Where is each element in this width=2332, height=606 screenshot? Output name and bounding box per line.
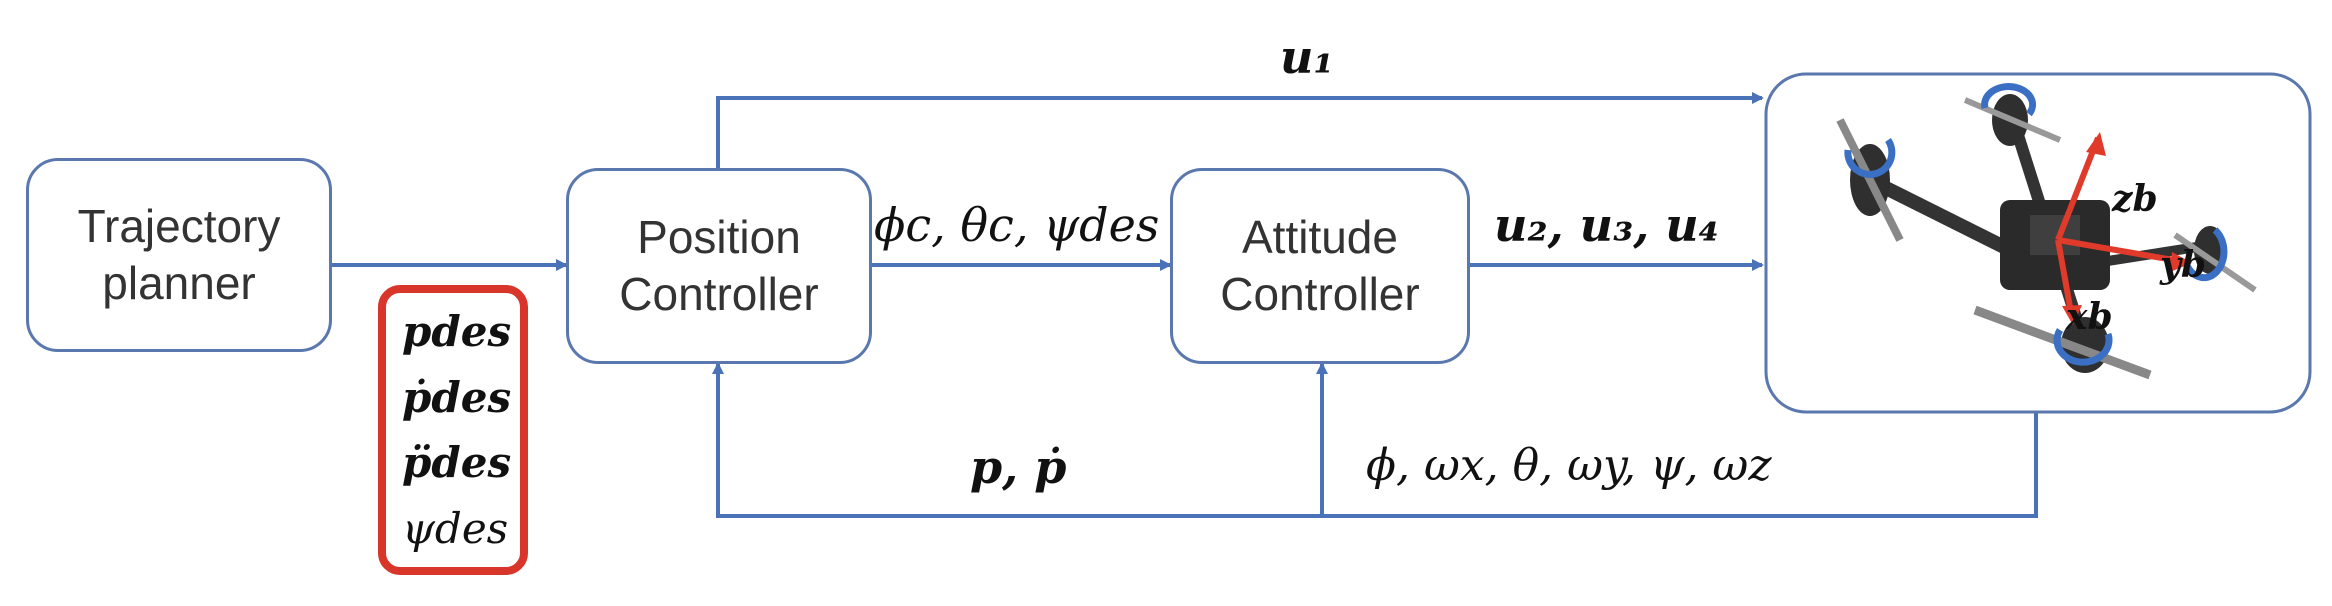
- desired-input-pddot: p̈des: [402, 438, 520, 487]
- axis-label-z: zb: [2112, 178, 2158, 220]
- signal-u2-u3-u4: u₂, u₃, u₄: [1494, 198, 1719, 252]
- position-controller-box: Position Controller: [566, 168, 872, 364]
- desired-trajectory-inputs: pdes ṗdes p̈des ψdes: [378, 285, 528, 575]
- axis-label-x: xb: [2066, 296, 2113, 338]
- attitude-controller-box: Attitude Controller: [1170, 168, 1470, 364]
- attitude-controller-label: Attitude Controller: [1220, 209, 1419, 324]
- desired-input-p: pdes: [402, 307, 520, 356]
- axis-label-y: yb: [2160, 244, 2206, 286]
- trajectory-planner-box: Trajectory planner: [26, 158, 332, 352]
- trajectory-planner-label: Trajectory planner: [78, 198, 281, 313]
- desired-input-pdot: ṗdes: [402, 373, 520, 422]
- position-controller-label: Position Controller: [619, 209, 818, 324]
- signal-u1: u₁: [1280, 30, 1334, 84]
- edge-u1: [718, 98, 1762, 168]
- signal-angle-commands: ϕc, θc, ψdes: [874, 198, 1159, 252]
- signal-attitude-feedback: ϕ, ωx, θ, ωy, ψ, ωz: [1366, 440, 1772, 491]
- desired-input-psi: ψdes: [402, 504, 520, 553]
- signal-position-feedback: p, ṗ: [970, 440, 1066, 494]
